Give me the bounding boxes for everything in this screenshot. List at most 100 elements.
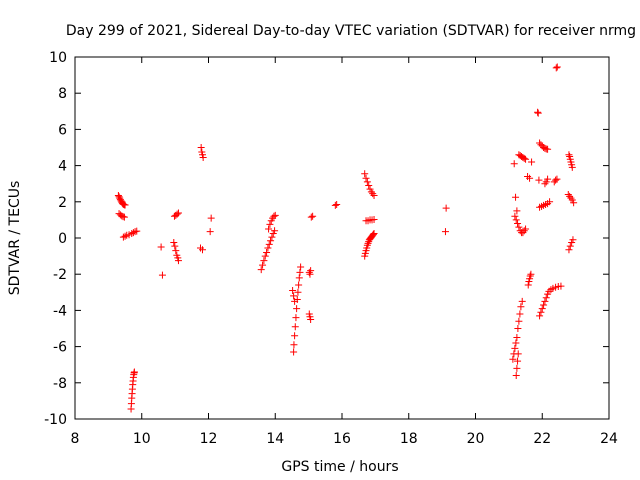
y-tick-label: 4: [58, 159, 67, 175]
data-point: [526, 272, 534, 280]
x-tick-labels: 8 10 12 14 16 18 20 22 24: [71, 431, 618, 447]
data-point: [207, 214, 215, 222]
data-point: [369, 190, 377, 198]
data-point: [206, 228, 214, 236]
series-arc-15.8: [331, 201, 341, 209]
data-point: [259, 261, 267, 269]
data-point: [292, 314, 300, 322]
data-point: [565, 151, 573, 159]
data-point: [121, 232, 129, 240]
y-tick-label: 0: [58, 231, 67, 247]
series-arc-21.25-deep: [512, 350, 522, 380]
x-tick-label: 22: [533, 431, 551, 447]
data-point: [198, 246, 206, 254]
series-arc-21.3-mid: [511, 212, 530, 237]
data-point: [553, 175, 561, 183]
y-tick-label: 2: [58, 195, 67, 211]
data-point: [441, 228, 449, 236]
plot-frame: [74, 56, 610, 420]
data-point: [528, 158, 536, 166]
data-point: [120, 213, 128, 221]
data-point: [515, 223, 523, 231]
data-point: [512, 372, 520, 380]
data-point: [199, 153, 207, 161]
series-arc-11.05: [170, 239, 182, 265]
data-point: [307, 315, 315, 323]
y-axis-label: SDTVAR / TECUs: [7, 181, 23, 296]
data-point: [291, 332, 299, 340]
data-point: [565, 246, 573, 254]
data-point: [131, 228, 139, 236]
y-tick-label: -2: [53, 267, 67, 283]
data-point: [295, 274, 303, 282]
series-isolated-19.1: [441, 204, 450, 236]
series-arc-22.15-upper: [535, 175, 552, 188]
data-point: [174, 209, 182, 217]
data-point: [171, 242, 179, 250]
y-tick-label: -4: [53, 303, 67, 319]
data-point: [290, 348, 298, 356]
series-arc-22.4: [550, 175, 561, 186]
data-point: [119, 233, 127, 241]
data-point: [518, 297, 526, 305]
series-arc-9.4-lower: [115, 210, 128, 221]
data-point: [173, 210, 181, 218]
x-tick-label: 24: [600, 431, 618, 447]
data-point: [535, 176, 543, 184]
data-point: [365, 182, 373, 190]
data-point: [119, 213, 127, 221]
y-tick-label: 6: [58, 122, 67, 138]
data-point: [271, 227, 279, 235]
series-isolated-10.6: [157, 243, 166, 279]
series-arc-16.7-low: [361, 229, 378, 260]
data-point: [546, 198, 554, 206]
data-point: [270, 212, 278, 220]
data-point: [541, 297, 549, 305]
data-points: [114, 63, 578, 413]
data-point: [513, 207, 521, 215]
series-arc-21.2-misc: [510, 160, 521, 215]
data-point: [552, 176, 560, 184]
data-point: [295, 281, 303, 289]
data-point: [364, 239, 372, 247]
data-point: [263, 248, 271, 256]
data-point: [513, 334, 521, 342]
data-point: [564, 191, 572, 199]
data-point: [264, 244, 272, 252]
data-point: [534, 108, 542, 116]
data-point: [553, 63, 561, 71]
data-point: [294, 288, 302, 296]
data-point: [527, 270, 535, 278]
y-tick-label: 8: [58, 86, 67, 102]
data-point: [268, 233, 276, 241]
data-point: [512, 193, 520, 201]
data-point: [306, 270, 314, 278]
data-point: [309, 212, 317, 220]
series-arc-21.2-drop: [509, 297, 526, 363]
series-arc-11.8: [197, 144, 207, 161]
data-point: [121, 201, 129, 209]
data-point: [537, 308, 545, 316]
data-point: [509, 355, 517, 363]
data-point: [538, 305, 546, 313]
series-isolated-12.05: [206, 214, 215, 236]
data-point: [536, 312, 544, 320]
data-point: [291, 297, 299, 305]
series-arc-9.6: [119, 227, 141, 241]
data-point: [519, 229, 527, 237]
y-tick-label: -6: [53, 340, 67, 356]
data-point: [370, 216, 378, 224]
series-arc-21.8-top: [534, 108, 542, 117]
x-tick-label: 12: [200, 431, 218, 447]
data-point: [296, 268, 304, 276]
data-point: [157, 243, 165, 251]
data-point: [442, 204, 450, 212]
data-point: [526, 174, 534, 182]
y-tick-label: -10: [44, 412, 67, 428]
data-point: [566, 192, 574, 200]
data-point: [516, 310, 524, 318]
data-point: [197, 144, 205, 151]
data-point: [129, 229, 137, 237]
data-point: [369, 231, 377, 239]
data-point: [370, 191, 378, 199]
